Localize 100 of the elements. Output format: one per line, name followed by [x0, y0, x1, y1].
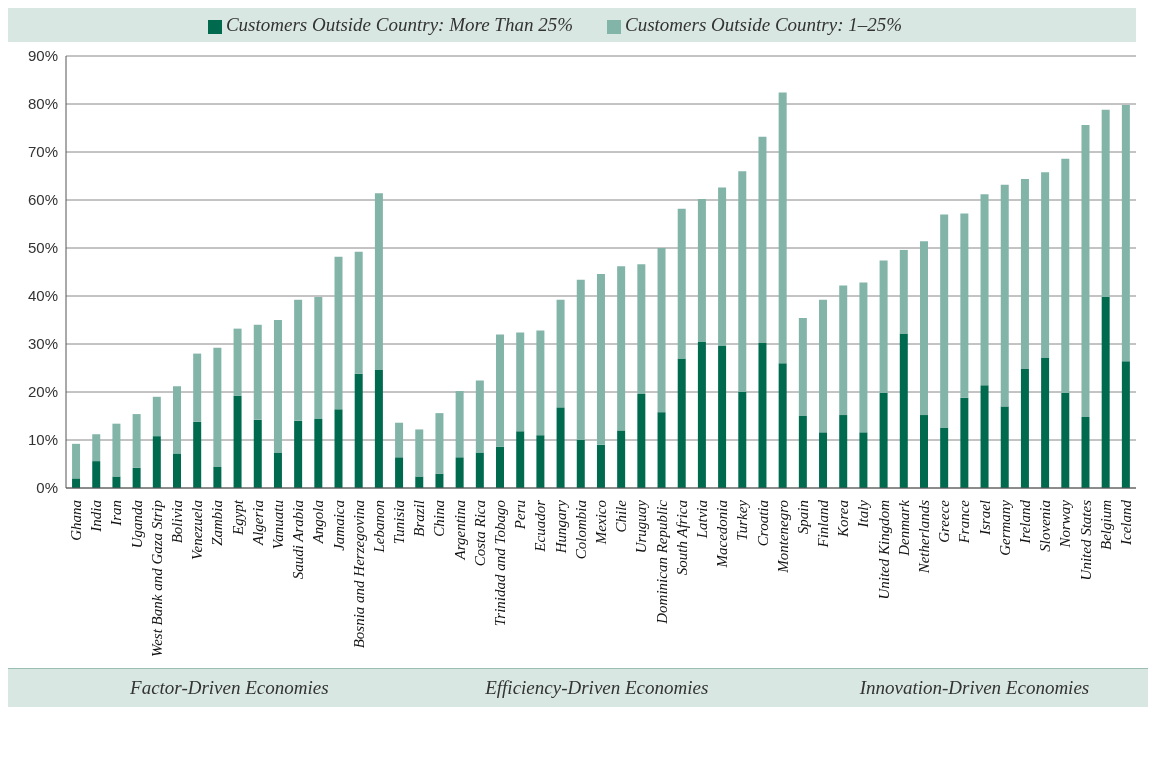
bar: [839, 415, 848, 488]
bar: [92, 461, 101, 488]
bar: [657, 248, 666, 413]
x-tick-label: Egypt: [229, 499, 246, 536]
bar: [738, 392, 747, 488]
bar: [758, 136, 767, 344]
x-tick-label: Korea: [835, 500, 852, 538]
bar: [112, 476, 121, 488]
bar: [516, 431, 525, 488]
bar: [314, 296, 323, 419]
bar: [294, 420, 303, 488]
bar: [395, 422, 404, 458]
x-tick-label: Algeria: [249, 500, 266, 546]
bar: [173, 453, 181, 488]
x-tick-label: Iceland: [1117, 499, 1134, 546]
bar: [132, 467, 141, 488]
x-tick-label: Lebanon: [370, 500, 387, 554]
x-tick-label: Angola: [310, 500, 327, 545]
bar: [415, 429, 424, 477]
x-tick-label: Greece: [936, 499, 953, 543]
x-tick-label: Hungary: [552, 499, 569, 555]
bar: [919, 241, 928, 416]
bar: [294, 299, 303, 421]
bar: [435, 473, 444, 488]
x-tick-label: Colombia: [572, 500, 589, 560]
bar: [233, 395, 242, 488]
bar: [617, 430, 626, 488]
bar: [193, 353, 202, 422]
bar: [374, 369, 383, 488]
text: Factor-Driven Economies: [129, 677, 330, 699]
bar: [677, 208, 686, 359]
x-tick-label: Saudi Arabia: [290, 500, 307, 580]
x-tick-label: Dominican Republic: [653, 499, 670, 625]
bar: [395, 457, 404, 488]
x-tick-label: Iran: [108, 500, 125, 527]
bar: [1081, 416, 1090, 488]
x-tick-label: Latvia: [693, 500, 710, 540]
bar: [173, 386, 181, 454]
bar: [132, 414, 141, 468]
x-tick-label: France: [956, 499, 973, 545]
x-tick-label: Bosnia and Herzegovina: [350, 500, 367, 649]
bar: [112, 423, 121, 477]
x-tick-label: Brazil: [411, 500, 428, 537]
bar: [778, 363, 787, 488]
y-tick-label: 10%: [27, 431, 58, 449]
bar: [778, 92, 787, 364]
bar: [273, 320, 282, 453]
bar: [677, 358, 686, 488]
x-tick-label: Denmark: [895, 499, 912, 557]
bar: [798, 318, 807, 416]
bar: [839, 285, 848, 416]
bar: [1041, 172, 1050, 358]
bar: [435, 413, 444, 474]
bar: [455, 457, 464, 488]
bar: [415, 476, 424, 488]
bar: [213, 347, 222, 467]
bar: [536, 330, 545, 436]
x-tick-label: Macedonia: [714, 500, 731, 569]
bar: [980, 385, 989, 488]
x-tick-label: Chile: [613, 499, 630, 533]
y-tick-label: 0%: [36, 479, 58, 497]
bar: [899, 333, 908, 488]
bar: [354, 251, 363, 374]
bar: [496, 446, 505, 488]
y-tick-label: 50%: [27, 239, 58, 257]
bar: [637, 393, 646, 488]
x-tick-label: China: [431, 500, 448, 537]
bar: [819, 299, 828, 433]
bar: [253, 419, 262, 488]
bar: [475, 452, 484, 488]
bar: [1081, 125, 1090, 417]
bar: [1000, 184, 1009, 407]
x-tick-label: Turkey: [734, 499, 751, 541]
bar: [273, 452, 282, 488]
x-tick-label: Spain: [794, 500, 811, 535]
x-tick-label: Tunisia: [391, 500, 408, 545]
bar: [253, 324, 262, 420]
bar: [617, 266, 626, 431]
bar: [697, 342, 706, 488]
x-tick-label: Mexico: [593, 499, 609, 546]
x-tick-label: Zambia: [209, 500, 226, 546]
bar: [718, 345, 727, 488]
bar: [1101, 296, 1110, 488]
bar: [152, 396, 161, 437]
x-tick-label: South Africa: [673, 500, 690, 576]
x-tick-label: Finland: [815, 499, 832, 549]
bar: [455, 391, 464, 458]
x-tick-label: Belgium: [1097, 499, 1114, 550]
bar: [596, 273, 605, 445]
bar: [697, 199, 706, 343]
x-tick-label: Italy: [855, 499, 872, 529]
bar: [960, 397, 969, 488]
bar: [576, 279, 585, 440]
bar: [899, 249, 908, 334]
bar: [233, 328, 242, 396]
y-tick-label: 20%: [27, 383, 58, 401]
text: Innovation-Driven Economies: [858, 677, 1091, 699]
bar: [859, 432, 868, 488]
bar: [475, 380, 484, 453]
bar: [859, 282, 868, 433]
